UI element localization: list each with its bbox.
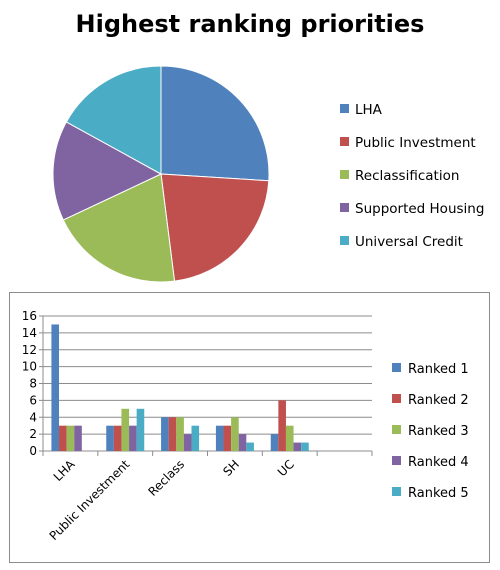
bar-public-investment-ranked-5 xyxy=(136,408,145,451)
bar-uc-ranked-4 xyxy=(293,442,302,451)
pie-slice-public-investment xyxy=(160,173,270,282)
x-category-label-uc: UC xyxy=(275,457,297,479)
bar-reclass-ranked-3 xyxy=(176,417,184,451)
y-tick-label-12: 12 xyxy=(22,343,37,357)
pie-legend-swatch-lha xyxy=(340,104,349,113)
pie-legend-label-reclassification: Reclassification xyxy=(355,168,459,184)
bar-uc-ranked-3 xyxy=(285,425,294,451)
pie-slice-reclassification xyxy=(62,173,176,283)
bar-legend-label-ranked-5: Ranked 5 xyxy=(408,486,469,501)
pie-legend-swatch-universal-credit xyxy=(340,236,349,245)
bar-public-investment-ranked-3 xyxy=(121,408,130,451)
bar-reclass-ranked-1 xyxy=(161,417,169,451)
bar-legend-label-ranked-1: Ranked 1 xyxy=(408,362,469,377)
y-tick-label-2: 2 xyxy=(29,427,37,441)
bar-legend-swatch-ranked-5 xyxy=(392,487,401,496)
bar-uc-ranked-1 xyxy=(270,434,279,452)
y-tick-label-0: 0 xyxy=(29,444,37,458)
bar-lha-ranked-3 xyxy=(66,425,75,451)
bar-lha-ranked-1 xyxy=(51,324,60,451)
bar-legend-label-ranked-3: Ranked 3 xyxy=(408,424,469,439)
bar-reclass-ranked-4 xyxy=(183,434,192,452)
pie-slice-supported-housing xyxy=(52,121,163,221)
bar-public-investment-ranked-1 xyxy=(106,425,114,451)
bar-lha-ranked-2 xyxy=(59,425,67,451)
bar-legend-swatch-ranked-3 xyxy=(392,425,401,434)
bar-reclass-ranked-5 xyxy=(191,425,200,451)
bar-sh-ranked-3 xyxy=(231,417,239,451)
bar-uc-ranked-2 xyxy=(278,400,286,452)
bar-public-investment-ranked-4 xyxy=(129,425,137,451)
y-tick-label-6: 6 xyxy=(29,393,37,407)
bar-legend-swatch-ranked-4 xyxy=(392,456,401,465)
y-tick-label-8: 8 xyxy=(29,377,37,391)
bar-legend-swatch-ranked-2 xyxy=(392,394,401,403)
pie-legend-label-public-investment: Public Investment xyxy=(355,135,476,151)
bar-reclass-ranked-2 xyxy=(168,417,177,451)
pie-legend-swatch-reclassification xyxy=(340,170,349,179)
bar-chart-frame xyxy=(9,292,490,563)
pie-legend-swatch-public-investment xyxy=(340,137,349,146)
pie-slice-lha xyxy=(160,65,270,182)
x-category-label-lha: LHA xyxy=(51,457,78,484)
bar-sh-ranked-4 xyxy=(238,434,247,452)
bar-legend-swatch-ranked-1 xyxy=(392,363,401,372)
bar-legend-label-ranked-2: Ranked 2 xyxy=(408,393,469,408)
bar-legend-label-ranked-4: Ranked 4 xyxy=(408,455,469,470)
y-tick-label-14: 14 xyxy=(22,326,37,340)
x-category-label-sh: SH xyxy=(220,457,242,479)
y-tick-label-10: 10 xyxy=(22,360,37,374)
bar-sh-ranked-5 xyxy=(246,442,254,451)
x-category-label-reclass: Reclass xyxy=(145,457,187,499)
bar-public-investment-ranked-2 xyxy=(113,425,122,451)
bar-uc-ranked-5 xyxy=(301,442,309,451)
pie-legend-swatch-supported-housing xyxy=(340,203,349,212)
y-tick-label-4: 4 xyxy=(29,410,37,424)
pie-legend-label-universal-credit: Universal Credit xyxy=(355,234,463,250)
pie-legend-label-lha: LHA xyxy=(355,102,383,118)
pie-chart: LHA Public Investment Reclassification Supp… xyxy=(52,65,484,283)
pie-chart-title: Highest ranking priorities xyxy=(75,10,425,38)
pie-slice-universal-credit xyxy=(65,65,162,175)
y-tick-label-16: 16 xyxy=(22,309,37,323)
pie-legend-label-supported-housing: Supported Housing xyxy=(355,201,484,217)
bar-lha-ranked-4 xyxy=(74,425,82,451)
bar-sh-ranked-1 xyxy=(215,425,224,451)
bar-sh-ranked-2 xyxy=(223,425,232,451)
